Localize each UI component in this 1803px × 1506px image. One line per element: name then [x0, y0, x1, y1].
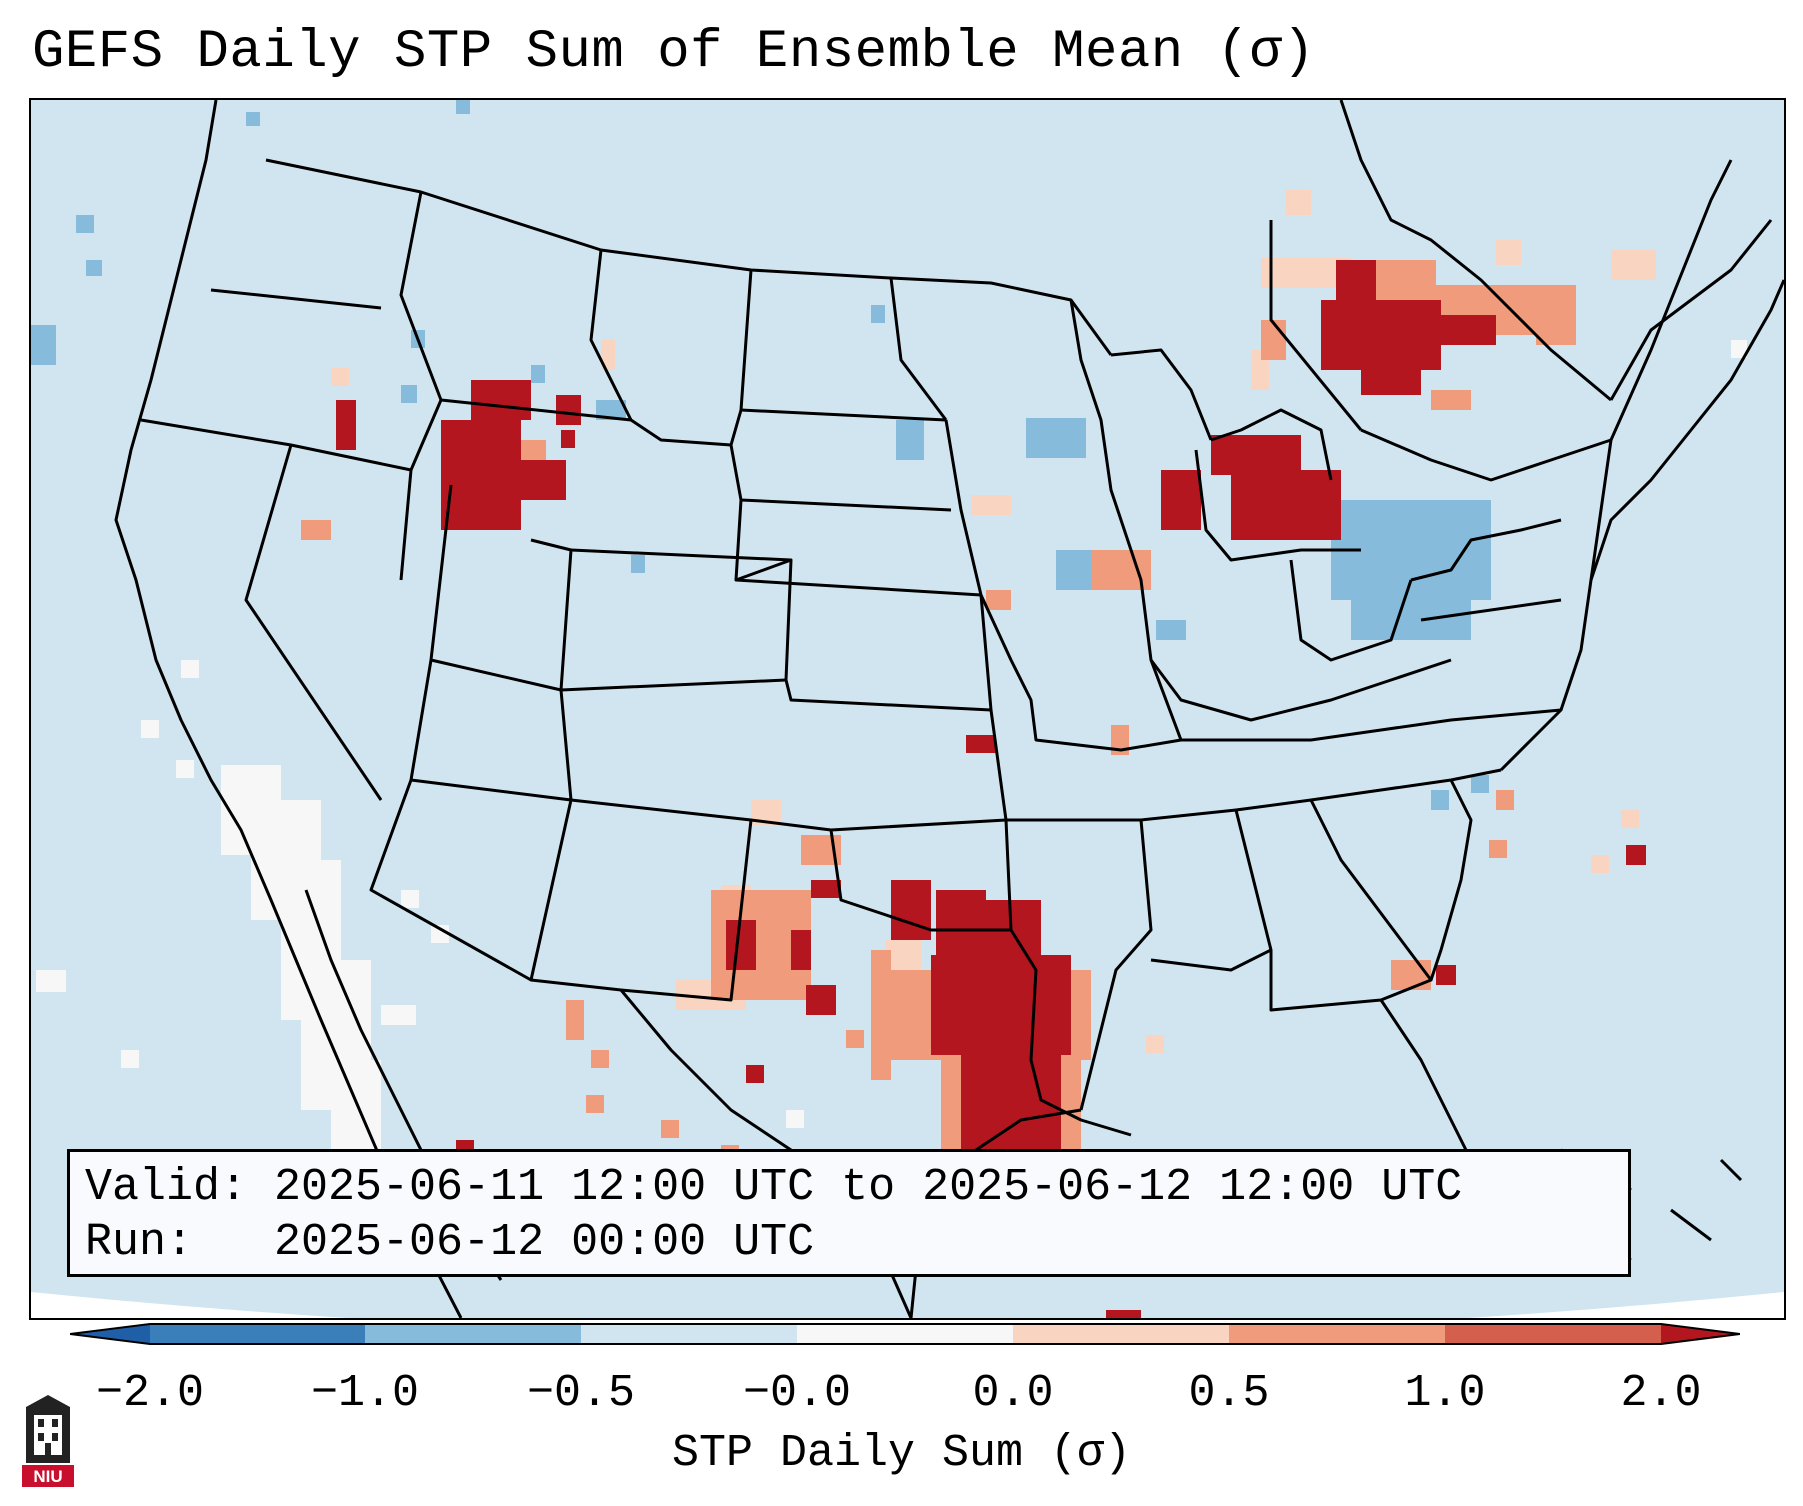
colorbar-tick-label: −2.0	[95, 1368, 205, 1419]
state-and-country-borders	[114, 100, 1784, 1318]
colorbar-segment-5	[1013, 1324, 1229, 1344]
colorbar-tick-label: 0.0	[972, 1368, 1054, 1419]
colorbar-tick-label: 0.5	[1188, 1368, 1270, 1419]
map-svg	[31, 100, 1784, 1318]
colorbar-segment-7	[1445, 1324, 1661, 1344]
colorbar-extend-low	[70, 1324, 150, 1344]
colorbar-tick-label: 1.0	[1404, 1368, 1486, 1419]
colorbar-tick-label: 2.0	[1620, 1368, 1702, 1419]
colorbar-tick-label: −1.0	[310, 1368, 420, 1419]
chart-title: GEFS Daily STP Sum of Ensemble Mean (σ)	[32, 22, 1316, 83]
map-panel[interactable]	[29, 98, 1786, 1320]
niu-logo: NIU	[22, 1395, 74, 1487]
run-time-text: Run: 2025-06-12 00:00 UTC	[85, 1217, 815, 1268]
colorbar-segment-6	[1229, 1324, 1445, 1344]
colorbar-outline	[70, 1323, 1740, 1345]
colorbar-extend-high	[1661, 1324, 1740, 1344]
white-near-zero-cells	[36, 340, 1747, 1160]
colorbar	[70, 1323, 1740, 1345]
valid-time-text: Valid: 2025-06-11 12:00 UTC to 2025-06-1…	[85, 1162, 1463, 1213]
colorbar-segment-4	[797, 1324, 1013, 1344]
strong-positive-cells	[336, 260, 1646, 1318]
valid-run-info-box: Valid: 2025-06-11 12:00 UTC to 2025-06-1…	[67, 1149, 1631, 1277]
colorbar-segment-3	[581, 1324, 797, 1344]
logo-text: NIU	[33, 1467, 62, 1486]
colorbar-tick-label: −0.0	[742, 1368, 852, 1419]
colorbar-segment-1	[150, 1324, 365, 1344]
colorbar-segment-2	[365, 1324, 581, 1344]
colorbar-label: STP Daily Sum (σ)	[671, 1428, 1132, 1479]
colorbar-tick-label: −0.5	[526, 1368, 636, 1419]
projection-background	[31, 100, 1784, 1318]
